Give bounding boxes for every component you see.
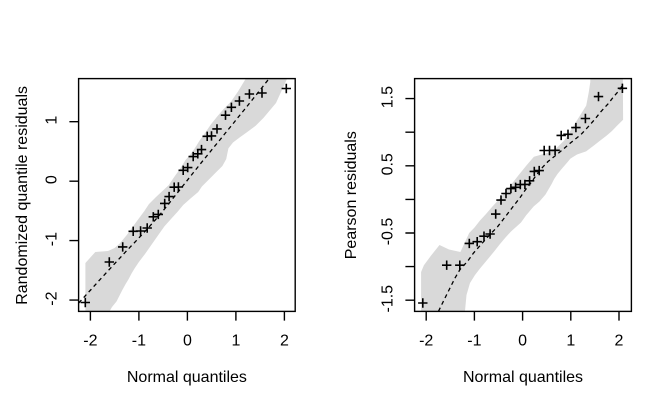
svg-text:2: 2 [280,332,289,349]
svg-text:1: 1 [43,116,60,125]
svg-text:Randomized quantile residuals: Randomized quantile residuals [14,86,31,305]
svg-text:-1: -1 [43,232,60,246]
svg-text:-2: -2 [43,291,60,305]
svg-text:0: 0 [518,332,527,349]
svg-text:1: 1 [231,332,240,349]
svg-text:0: 0 [183,332,192,349]
svg-text:Pearson residuals: Pearson residuals [343,131,360,259]
svg-text:-0.5: -0.5 [380,218,397,246]
svg-text:Normal quantiles: Normal quantiles [463,369,583,386]
svg-text:-1: -1 [132,332,146,349]
svg-text:-2: -2 [419,332,433,349]
svg-text:Normal quantiles: Normal quantiles [127,369,247,386]
svg-text:-1.5: -1.5 [380,285,397,313]
svg-text:0.5: 0.5 [380,153,397,175]
svg-text:-1: -1 [467,332,481,349]
svg-text:1.5: 1.5 [380,86,397,108]
svg-text:-2: -2 [83,332,97,349]
svg-text:1: 1 [566,332,575,349]
svg-text:2: 2 [615,332,624,349]
svg-text:0: 0 [43,175,60,184]
